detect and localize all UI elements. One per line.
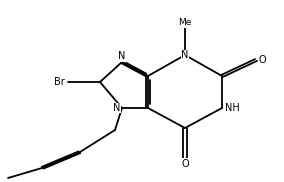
Text: Br: Br [55,77,65,87]
Text: N: N [118,51,126,61]
Text: O: O [181,159,189,169]
Text: Me: Me [178,18,192,27]
Text: NH: NH [225,103,240,113]
Text: N: N [113,103,121,113]
Text: N: N [181,50,189,60]
Text: O: O [259,55,266,65]
